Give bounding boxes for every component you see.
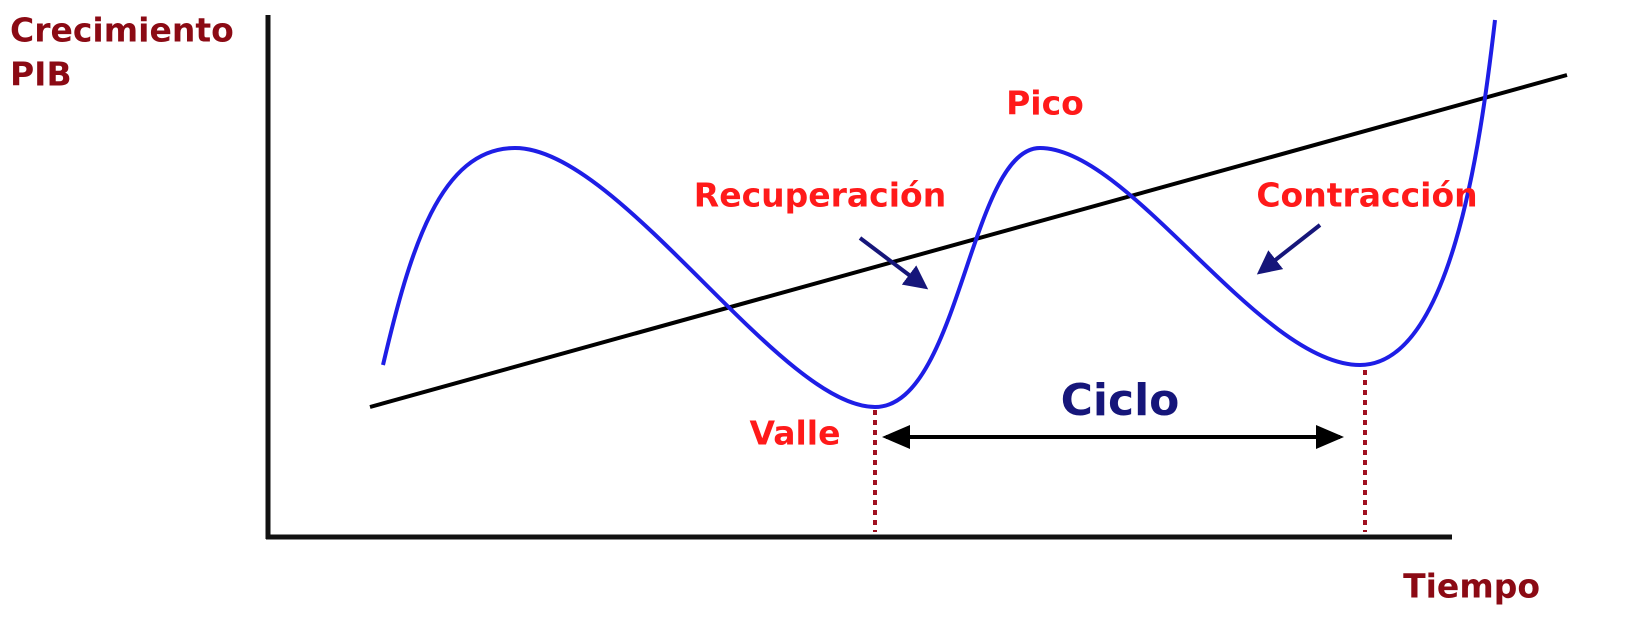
y-axis-label: PIB <box>10 55 72 94</box>
recovery-arrow <box>858 236 929 290</box>
cycle-label: Ciclo <box>1061 375 1180 426</box>
peak-label: Pico <box>1006 84 1084 123</box>
contraction-label: Contracción <box>1256 176 1477 215</box>
x-axis-label: Tiempo <box>1403 567 1540 606</box>
cycle-curve <box>381 19 1497 410</box>
trough-label: Valle <box>749 414 840 453</box>
y-axis-label: Crecimiento <box>10 11 234 50</box>
trend-line <box>369 73 1568 409</box>
contraction-arrow <box>1256 223 1322 275</box>
recovery-label: Recuperación <box>694 176 946 215</box>
